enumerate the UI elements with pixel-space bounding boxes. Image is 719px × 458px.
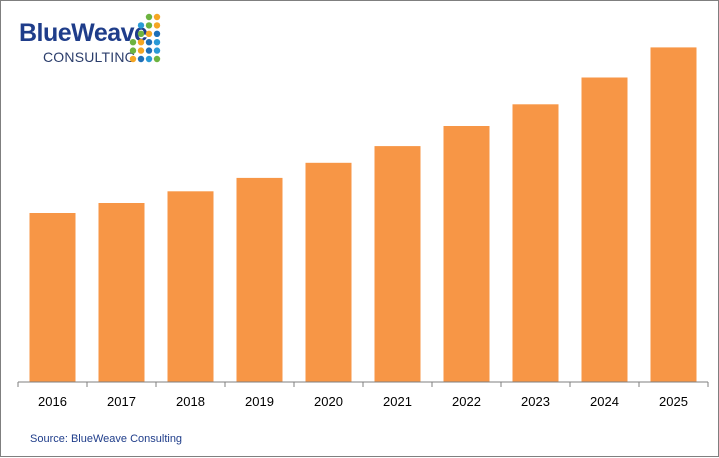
source-note: Source: BlueWeave Consulting	[30, 433, 183, 445]
x-tick-label: 2023	[521, 394, 550, 409]
logo-dot	[137, 30, 145, 37]
x-tick-label: 2017	[107, 394, 136, 409]
x-tick-label: 2024	[590, 394, 619, 409]
bar-2020	[305, 162, 352, 382]
bar-2021	[374, 146, 421, 382]
logo-dot	[129, 39, 137, 46]
logo-dot	[153, 47, 161, 54]
bar-2016	[29, 213, 76, 382]
x-ticks-group	[17, 382, 709, 387]
logo-dot	[145, 30, 153, 37]
logo-dots-icon	[129, 13, 161, 63]
logo-dot	[137, 22, 145, 29]
bar-2019	[236, 177, 283, 382]
bar-2022	[443, 126, 490, 382]
x-tick-label: 2020	[314, 394, 343, 409]
logo-dot	[153, 22, 161, 29]
bar-2023	[512, 104, 559, 383]
logo-dot	[145, 39, 153, 46]
logo-dot	[137, 39, 145, 46]
logo-dot	[153, 30, 161, 37]
bar-2017	[98, 203, 145, 382]
logo-dot	[145, 47, 153, 54]
logo-subtitle: CONSULTING	[43, 49, 136, 65]
bars-group	[29, 47, 697, 383]
bar-2025	[650, 47, 697, 383]
x-tick-label: 2019	[245, 394, 274, 409]
brand-logo: BlueWeave CONSULTING	[19, 13, 169, 67]
logo-dot	[153, 39, 161, 46]
logo-dot	[145, 55, 153, 63]
logo-name: BlueWeave	[19, 19, 148, 47]
logo-dot	[137, 55, 145, 63]
logo-dot	[145, 13, 153, 21]
logo-dot	[129, 47, 137, 54]
bar-2024	[581, 77, 628, 382]
x-tick-label: 2018	[176, 394, 205, 409]
logo-dot	[153, 13, 161, 21]
logo-dot	[153, 55, 161, 63]
x-tick-labels-group: 2016 2017 2018 2019 2020 2021 2022 2023 2024 2025	[38, 394, 688, 409]
bar-2018	[167, 191, 214, 382]
x-tick-label: 2022	[452, 394, 481, 409]
x-tick-label: 2025	[659, 394, 688, 409]
logo-dot	[145, 22, 153, 29]
logo-dot	[137, 47, 145, 54]
x-tick-label: 2016	[38, 394, 67, 409]
x-tick-label: 2021	[383, 394, 412, 409]
logo-dot	[129, 55, 137, 63]
